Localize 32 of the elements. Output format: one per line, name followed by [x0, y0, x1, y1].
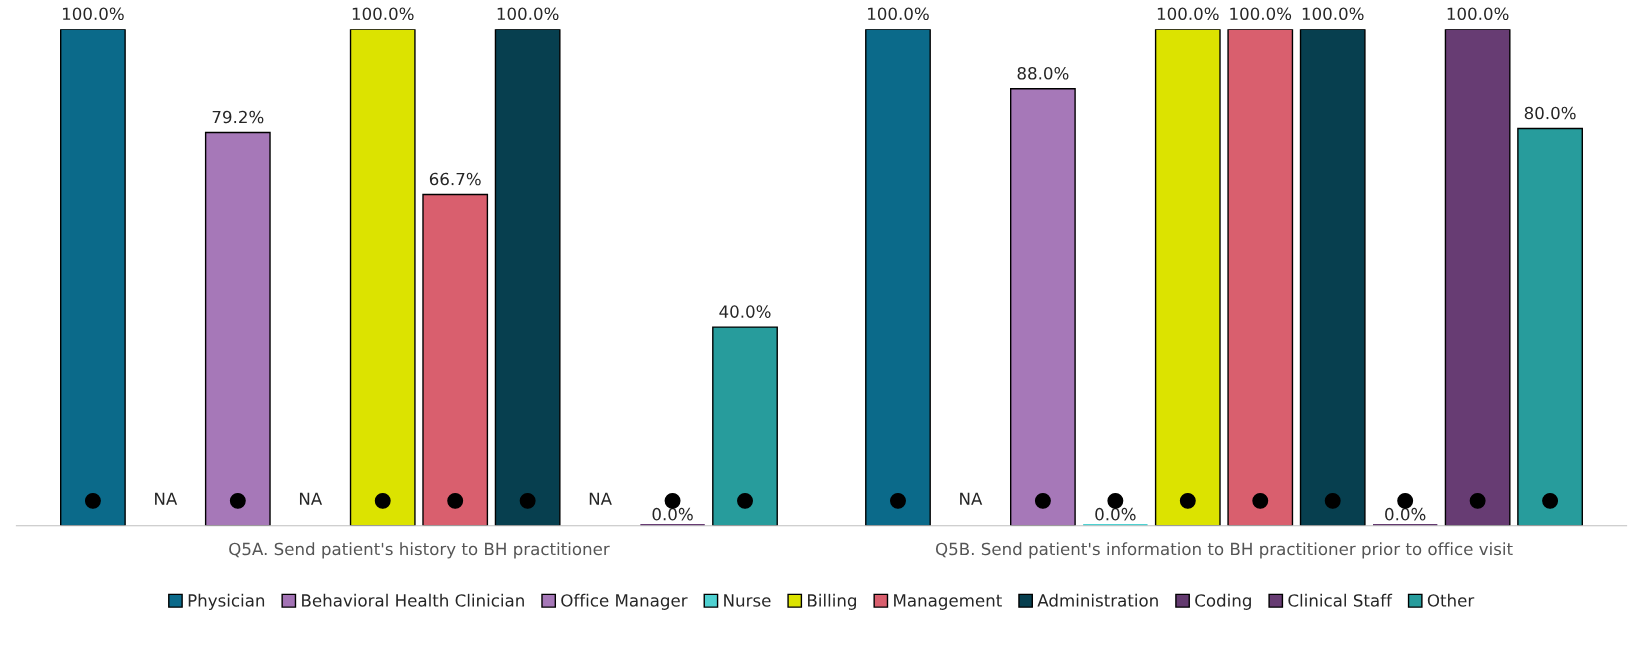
- legend-label: Coding: [1195, 593, 1251, 610]
- data-label: 100.0%: [62, 7, 124, 21]
- data-label: 100.0%: [868, 7, 929, 21]
- text: NA: [589, 492, 612, 505]
- data-label: 40.0%: [719, 305, 771, 318]
- data-label: 100.0%: [352, 7, 414, 21]
- legend-label: Administration: [1037, 593, 1158, 607]
- legend-label: Billing: [808, 593, 856, 610]
- text: NA: [299, 492, 323, 505]
- data-label: 0.0%: [1095, 507, 1136, 521]
- data-label: 66.7%: [429, 172, 481, 186]
- data-label: 100.0%: [497, 7, 559, 21]
- data-label: 0.0%: [1385, 507, 1426, 521]
- data-label: 80.0%: [1524, 106, 1576, 120]
- data-label: 100.0%: [1230, 7, 1292, 21]
- legend-label: Office Manager: [561, 593, 688, 610]
- text: NA: [155, 492, 178, 505]
- data-label: 0.0%: [652, 507, 693, 521]
- legend-label: Management: [894, 594, 1002, 610]
- legend-label: Other: [1427, 593, 1475, 607]
- legend-label: Clinical Staff: [1288, 593, 1393, 607]
- legend-label: Physician: [188, 593, 265, 610]
- legend-label: Behavioral Health Clinician: [302, 593, 524, 607]
- legend-label: Nurse: [724, 594, 771, 607]
- data-label: 88.0%: [1017, 66, 1069, 80]
- x-tick-label: Q5B. Send patient's information to BH practitioner prior to office visit: [935, 542, 1513, 559]
- data-label: 79.2%: [212, 110, 264, 124]
- x-tick-label: Q5A. Send patient's history to BH practitioner: [229, 542, 610, 559]
- data-label: 100.0%: [1157, 7, 1219, 21]
- text: NA: [960, 492, 983, 505]
- data-label: 100.0%: [1447, 7, 1509, 21]
- data-label: 100.0%: [1302, 7, 1364, 21]
